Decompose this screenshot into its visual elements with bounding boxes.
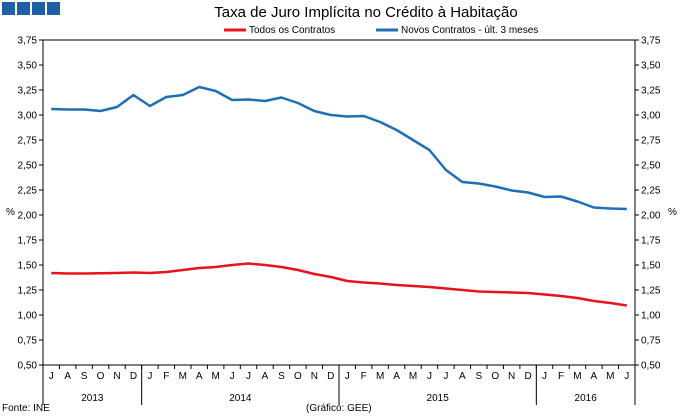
x-month-label: S — [475, 371, 482, 382]
x-month-label: A — [591, 371, 598, 382]
y-tick-label-right: 2,25 — [641, 186, 661, 197]
y-tick-label-right: 3,00 — [641, 111, 661, 122]
y-tick-label-right: 1,00 — [641, 311, 661, 322]
x-month-label: J — [49, 371, 54, 382]
x-month-label: J — [230, 371, 235, 382]
y-tick-label-right: 1,50 — [641, 261, 661, 272]
x-year-label: 2013 — [81, 393, 104, 404]
y-tick-label-right: 1,25 — [641, 286, 661, 297]
y-tick-label-left: 1,75 — [18, 236, 38, 247]
logo-square — [17, 2, 30, 15]
x-month-label: D — [327, 371, 334, 382]
y-axis-label-right: % — [668, 207, 677, 218]
x-month-label: S — [81, 371, 88, 382]
x-month-label: O — [97, 371, 105, 382]
y-tick-label-right: 0,75 — [641, 336, 661, 347]
logo-square — [2, 2, 15, 15]
y-tick-label-right: 1,75 — [641, 236, 661, 247]
x-month-label: M — [179, 371, 187, 382]
x-month-label: M — [409, 371, 417, 382]
x-month-label: F — [361, 371, 367, 382]
plot-area — [42, 39, 636, 366]
y-tick-label-right: 3,25 — [641, 86, 661, 97]
series-lines — [51, 85, 627, 307]
x-month-label: J — [542, 371, 547, 382]
y-tick-label-right: 3,75 — [641, 36, 661, 47]
x-month-label: A — [64, 371, 71, 382]
x-month-label: S — [278, 371, 285, 382]
y-tick-label-left: 2,50 — [18, 161, 38, 172]
x-year-label: 2015 — [427, 393, 450, 404]
y-tick-label-left: 2,00 — [18, 211, 38, 222]
y-tick-label-left: 3,25 — [18, 86, 38, 97]
logo — [2, 2, 60, 15]
x-month-label: A — [459, 371, 466, 382]
legend-label-todos: Todos os Contratos — [249, 25, 335, 36]
x-month-label: M — [211, 371, 219, 382]
x-month-label: D — [130, 371, 137, 382]
x-month-label: M — [376, 371, 384, 382]
chart-title: Taxa de Juro Implícita no Crédito à Habi… — [214, 4, 518, 21]
x-month-label: O — [491, 371, 499, 382]
x-month-label: M — [606, 371, 614, 382]
x-month-label: J — [443, 371, 448, 382]
y-tick-label-left: 1,25 — [18, 286, 38, 297]
y-tick-label-left: 2,25 — [18, 186, 38, 197]
y-tick-label-right: 0,50 — [641, 361, 661, 372]
y-axis-left: 0,50 0,75 1,00 1,25 1,50 1,75 2,00 2,25 2,50 2,75… — [18, 36, 43, 372]
y-tick-label-left: 0,50 — [18, 361, 38, 372]
series-line-todos-contratos — [51, 262, 627, 307]
y-tick-label-left: 3,50 — [18, 61, 38, 72]
series-line-novos-contratos — [51, 85, 627, 211]
x-month-label: J — [427, 371, 432, 382]
x-month-label: M — [573, 371, 581, 382]
y-tick-label-right: 2,00 — [641, 211, 661, 222]
logo-square — [47, 2, 60, 15]
x-month-label: D — [524, 371, 531, 382]
y-tick-label-left: 1,00 — [18, 311, 38, 322]
x-month-label: F — [163, 371, 169, 382]
y-tick-label-right: 3,50 — [641, 61, 661, 72]
x-month-label: N — [508, 371, 515, 382]
y-tick-label-left: 3,00 — [18, 111, 38, 122]
y-axis-label-left: % — [6, 207, 15, 218]
x-month-label: N — [311, 371, 318, 382]
y-tick-label-left: 3,75 — [18, 36, 38, 47]
x-month-label: F — [558, 371, 564, 382]
x-month-label: N — [113, 371, 120, 382]
x-year-label: 2016 — [575, 393, 598, 404]
credit-note: (Gráfico: GEE) — [306, 403, 372, 414]
legend-label-novos: Novos Contratos - últ. 3 meses — [401, 25, 538, 36]
y-tick-label-right: 2,50 — [641, 161, 661, 172]
x-month-label: O — [294, 371, 302, 382]
source-note: Fonte: INE — [2, 403, 50, 414]
x-axis: J A S O N D J F M A M J J A S O N D J F M A M J J A S O N D J F M A M J2013… — [42, 365, 636, 405]
y-tick-label-left: 1,50 — [18, 261, 38, 272]
y-tick-label-left: 0,75 — [18, 336, 38, 347]
legend: Todos os Contratos Novos Contratos - últ… — [224, 25, 538, 36]
y-tick-label-right: 2,75 — [641, 136, 661, 147]
y-axis-right: 0,50 0,75 1,00 1,25 1,50 1,75 2,00 2,25 2,50 2,75… — [635, 36, 661, 372]
x-month-label: A — [393, 371, 400, 382]
x-year-label: 2014 — [229, 393, 252, 404]
x-month-label: J — [246, 371, 251, 382]
x-month-label: J — [624, 371, 629, 382]
x-month-label: J — [345, 371, 350, 382]
y-tick-label-left: 2,75 — [18, 136, 38, 147]
x-month-label: A — [262, 371, 269, 382]
x-month-label: J — [147, 371, 152, 382]
logo-square — [32, 2, 45, 15]
x-month-label: A — [196, 371, 203, 382]
